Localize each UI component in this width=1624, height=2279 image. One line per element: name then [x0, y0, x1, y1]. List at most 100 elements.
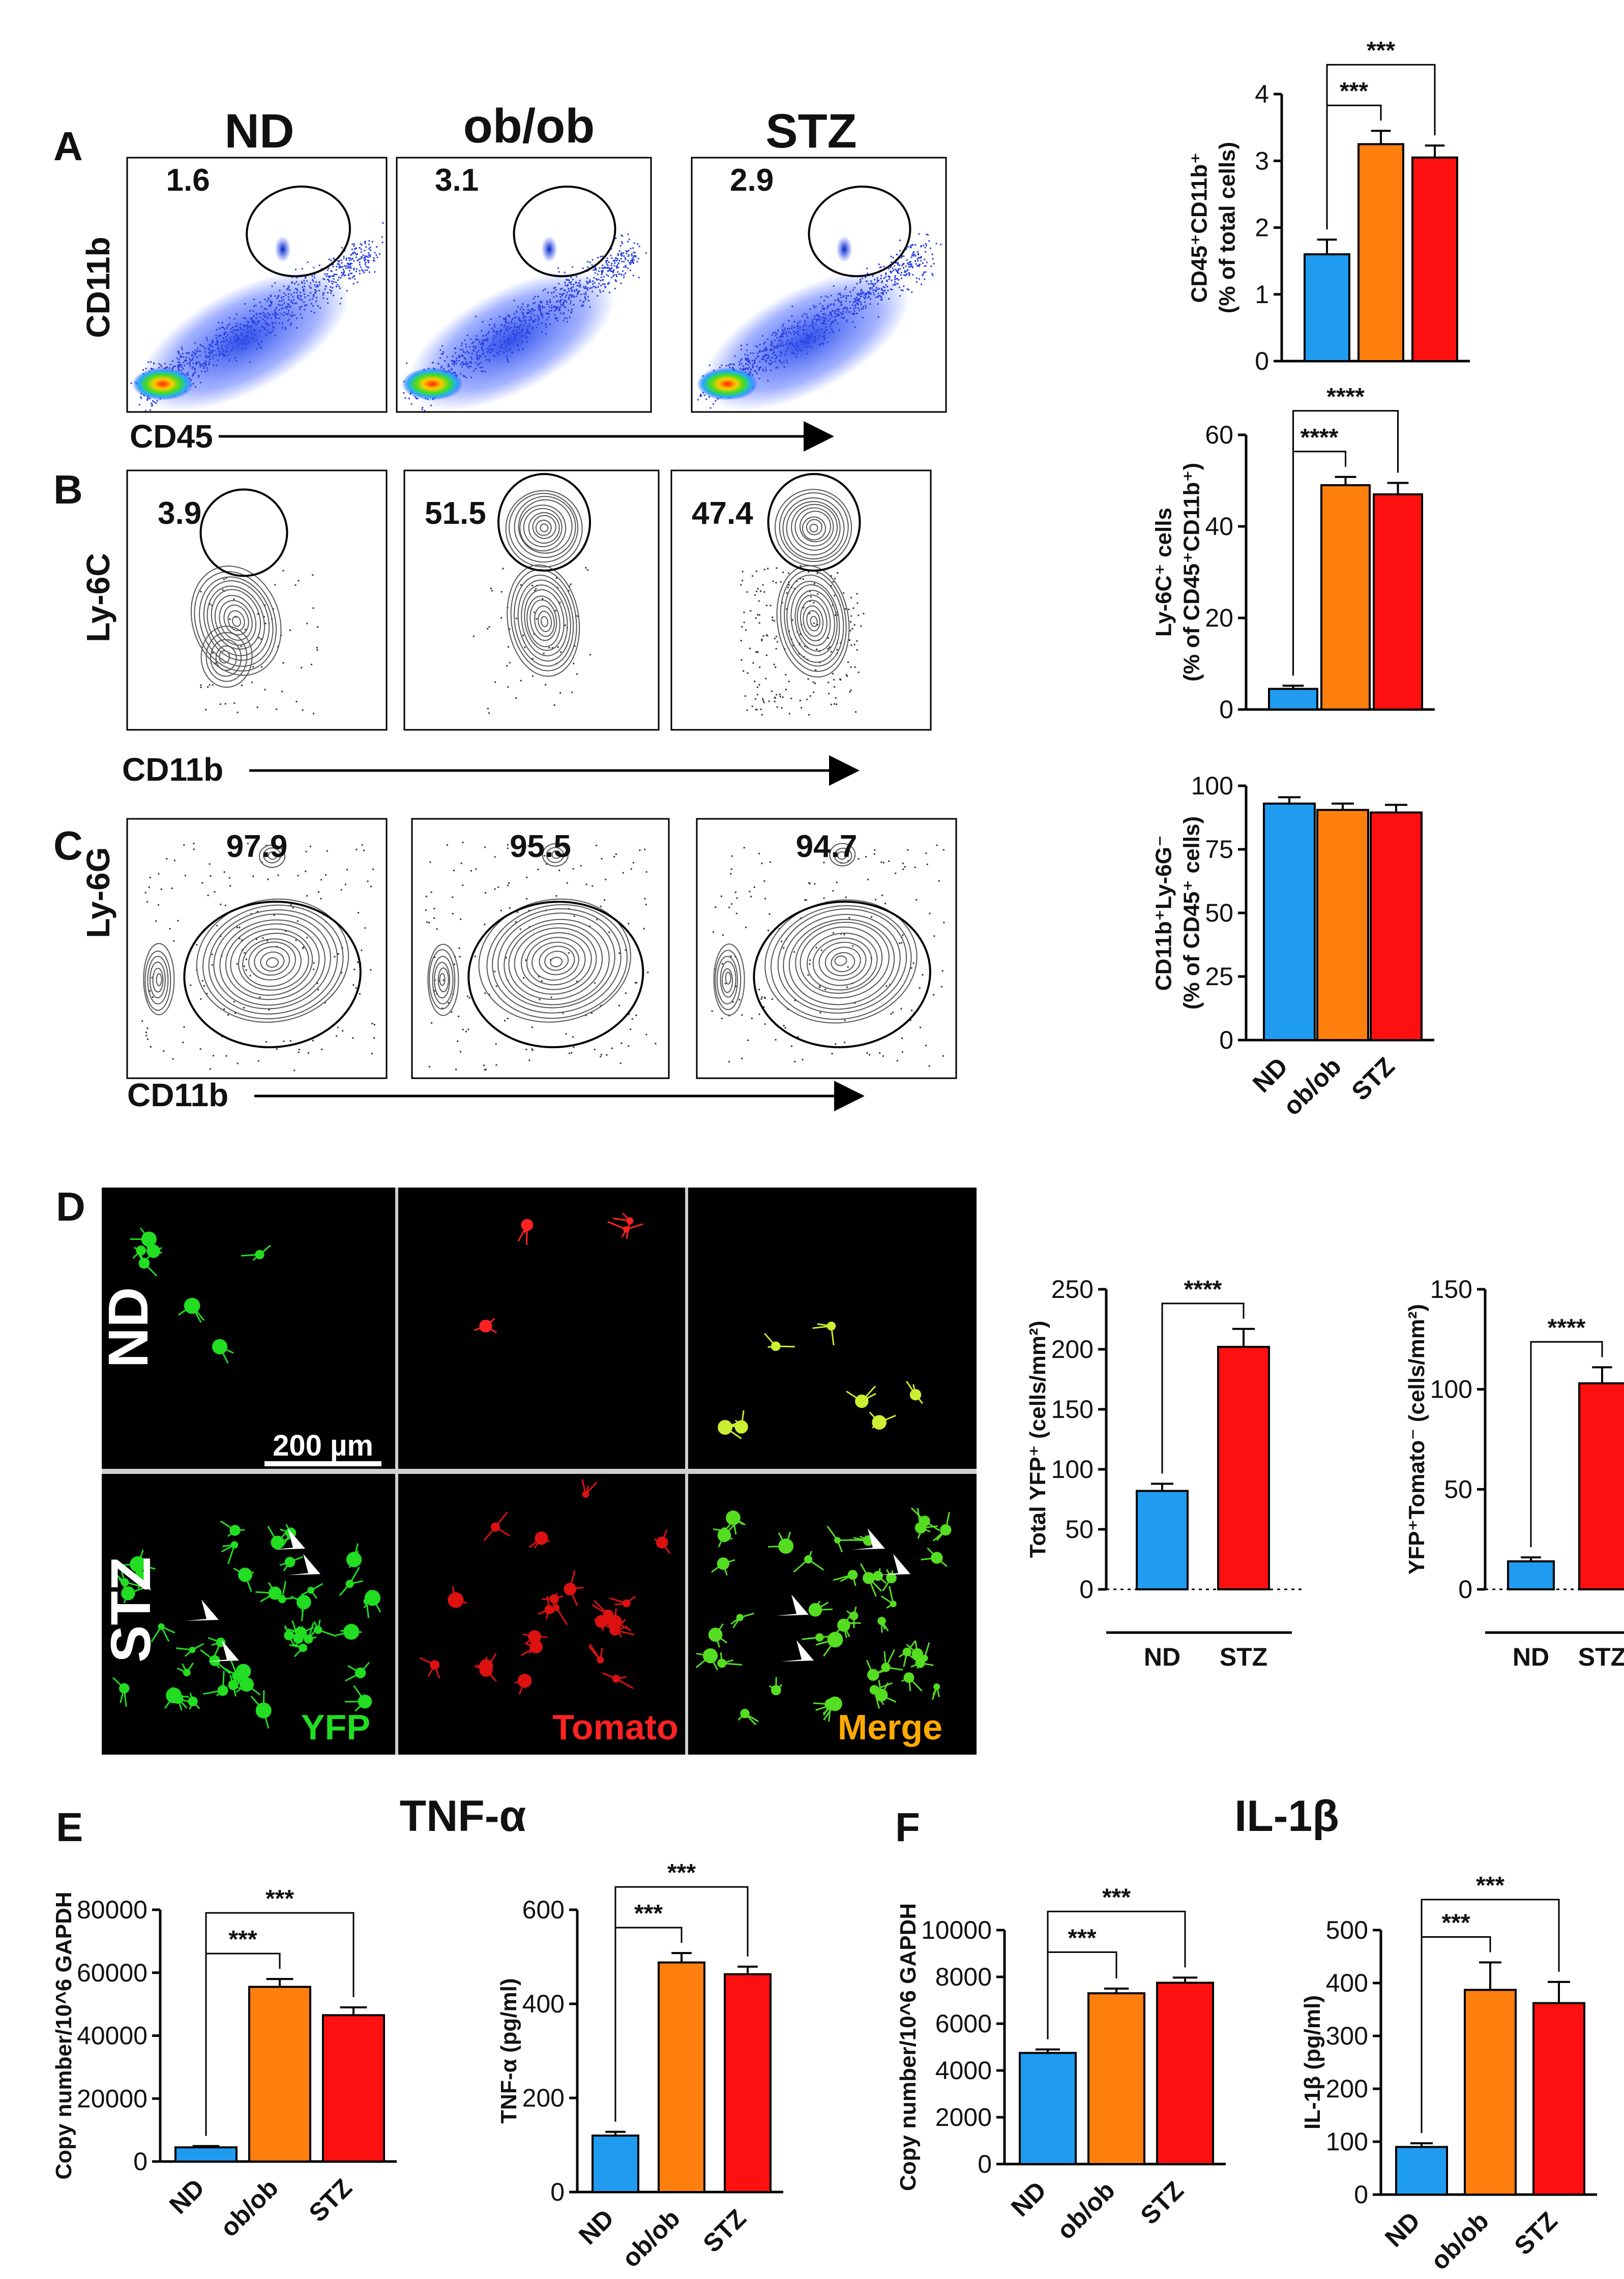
bar-obob [1320, 484, 1371, 711]
significance-label: **** [1548, 1314, 1586, 1341]
y-axis-label: IL-1β (pg/ml) [1300, 1995, 1325, 2129]
y-tick-label: 0 [978, 2150, 992, 2178]
significance-label: *** [667, 1859, 696, 1886]
arrowhead-marker [206, 1640, 239, 1662]
scale-bar-label: 200 µm [273, 1429, 373, 1462]
x-tick-label: STZ [697, 2204, 751, 2258]
y-tick-label: 50 [1065, 1515, 1094, 1544]
y-tick-label: 40 [1205, 512, 1233, 541]
y-axis-label: CD11b⁺Ly-6G⁻ [1151, 835, 1176, 991]
y-tick-label: 0 [1354, 2180, 1368, 2209]
gate-ellipse [497, 473, 591, 572]
panel-a: A ND ob/ob STZ CD11b CD45 1.6 3.1 2.9 [53, 99, 947, 455]
y-tick-label: 300 [1326, 2022, 1368, 2050]
group-title-obob: ob/ob [463, 99, 595, 153]
y-tick-label: 100 [1051, 1455, 1094, 1484]
gate-value: 2.9 [730, 163, 774, 198]
bar-ND [592, 2135, 639, 2193]
bar-chart-f2: 0 100 200 300 400 500 IL-1β (pg/ml) ND ob/ob STZ *… [1300, 1872, 1597, 2275]
x-tick-label: STZ [1346, 1052, 1400, 1106]
bar-STZ [1370, 811, 1423, 1041]
arrowhead-marker [781, 1640, 814, 1662]
bar-STZ [1532, 2002, 1585, 2196]
bar-ND [1395, 2146, 1448, 2196]
y-axis-label: (% of CD45⁺ cells) [1179, 816, 1204, 1010]
y-axis-label: Ly-6C⁺ cells [1151, 508, 1176, 637]
contour-plot-c-0: 97.9 [126, 818, 388, 1079]
significance-label: **** [1326, 383, 1365, 410]
x-tick-label: STZ [1135, 2176, 1189, 2230]
y-tick-label: 100 [1430, 1375, 1472, 1404]
y-tick-label: 0 [1219, 1026, 1233, 1054]
panel-b: B Ly-6C CD11b 3.9 51.5 47.4 [53, 467, 932, 788]
axis-label-cd11b-a: CD11b [80, 236, 116, 338]
y-tick-label: 2 [1255, 214, 1269, 242]
y-tick-label: 4000 [935, 2056, 992, 2085]
y-tick-label: 8000 [935, 1963, 992, 1991]
bar-ND [1019, 2052, 1077, 2165]
y-tick-label: 0 [133, 2147, 147, 2176]
arrowhead-marker [273, 1528, 305, 1550]
y-tick-label: 200 [1326, 2075, 1368, 2103]
gate-ellipse [183, 900, 362, 1049]
bar-STZ [1411, 156, 1458, 362]
x-tick-label: ND [1379, 2206, 1426, 2253]
x-tick-label: ND [164, 2173, 210, 2219]
x-tick-label: STZ [303, 2173, 357, 2227]
significance-label: *** [634, 1900, 663, 1927]
row-label-stz: STZ [100, 1557, 162, 1663]
contour-plots-b: 3.9 51.5 47.4 [126, 469, 932, 731]
significance-label: *** [1102, 1884, 1131, 1911]
significance-bracket [1326, 64, 1436, 230]
significance-label: *** [265, 1885, 294, 1912]
contour-plots-c: 97.9 95.5 94.7 [126, 818, 957, 1079]
y-tick-label: 0 [550, 2178, 565, 2206]
y-tick-label: 0 [1079, 1575, 1094, 1604]
y-tick-label: 200 [1051, 1335, 1094, 1364]
bar-ND [174, 2146, 238, 2163]
significance-label: *** [1068, 1925, 1096, 1951]
axis-label-ly6c: Ly-6C [80, 553, 116, 642]
significance-label: **** [1301, 424, 1339, 451]
y-tick-label: 3 [1255, 146, 1269, 175]
bar-chart-a: 0 1 2 3 4 CD45⁺CD11b⁺ (% of total cells) *** *** [1187, 37, 1470, 375]
y-tick-label: 40000 [77, 2022, 147, 2050]
arrowhead-marker [878, 1554, 910, 1575]
row-label-nd: ND [97, 1287, 160, 1368]
gate-ellipse [199, 488, 288, 577]
bar-obob [658, 1961, 705, 2194]
y-tick-label: 60000 [77, 1959, 147, 1987]
bar-ND [1136, 1490, 1189, 1590]
panel-label-d: D [56, 1184, 85, 1229]
significance-bracket [1421, 1899, 1560, 2134]
dot-plot-a-0: 1.6 [126, 157, 388, 413]
x-tick-label: ob/ob [215, 2173, 284, 2242]
y-tick-label: 50 [1444, 1475, 1472, 1503]
bar-chart-c: 0 25 50 75 100 CD11b⁺Ly-6G⁻ (% of CD45⁺ cells)… [1151, 772, 1434, 1121]
channel-label-merge: Merge [838, 1707, 942, 1747]
contour-plot-c-1: 95.5 [411, 818, 670, 1079]
cell [708, 1627, 723, 1642]
significance-bracket [1161, 1303, 1245, 1474]
gate-ellipse [767, 473, 861, 572]
bar-chart-b: 0 20 40 60 Ly-6C⁺ cells (% of CD45⁺CD11b⁺) ***… [1151, 383, 1435, 724]
y-tick-label: 50 [1205, 899, 1233, 927]
significance-bracket [1292, 410, 1399, 676]
arrowhead-marker [288, 1554, 320, 1575]
y-tick-label: 0 [1219, 695, 1233, 724]
significance-bracket [1530, 1341, 1603, 1548]
x-tick-label: ND [1513, 1643, 1549, 1671]
y-axis-label: CD45⁺CD11b⁺ [1187, 153, 1212, 303]
x-tick-label: ob/ob [1051, 2176, 1120, 2245]
contour-plot-b-0: 3.9 [126, 469, 388, 731]
y-axis-label: YFP⁺Tomato⁻ (cells/mm²) [1404, 1304, 1429, 1575]
y-tick-label: 60 [1205, 421, 1233, 449]
bar-STZ [322, 2014, 385, 2163]
significance-label: **** [1184, 1276, 1222, 1303]
y-tick-label: 100 [1191, 772, 1233, 800]
gate-value: 94.7 [796, 829, 858, 864]
y-tick-label: 150 [1430, 1275, 1472, 1304]
